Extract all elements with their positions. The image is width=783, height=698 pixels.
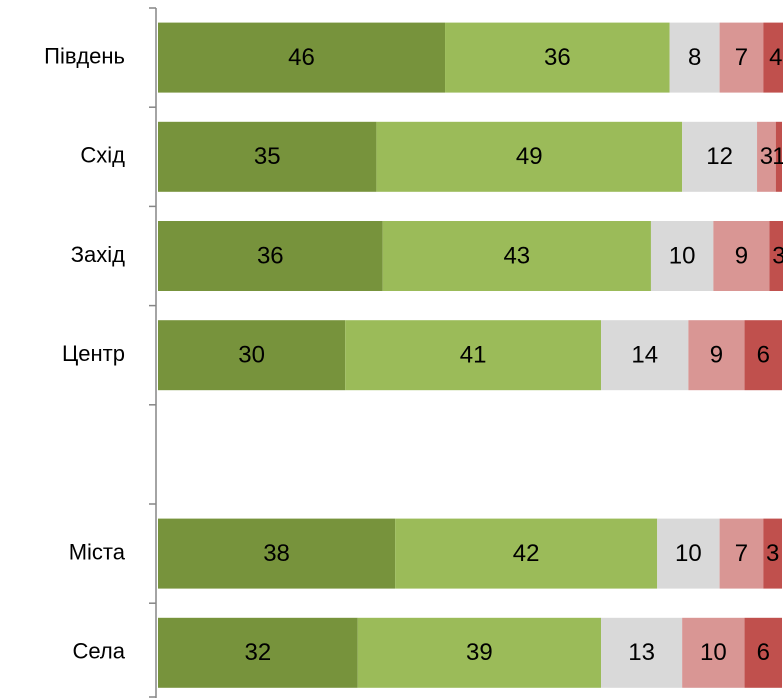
bar-segment xyxy=(158,617,358,688)
bar-segment xyxy=(719,22,764,93)
category-label: Схід xyxy=(80,143,125,168)
data-label: 9 xyxy=(735,242,748,269)
data-label: 38 xyxy=(263,540,290,567)
bar-segment xyxy=(395,518,658,589)
data-label: 30 xyxy=(238,342,265,369)
data-label: 6 xyxy=(757,639,770,666)
bar-segment xyxy=(382,221,651,291)
bar-segment xyxy=(158,121,377,192)
bar-segment xyxy=(601,617,683,688)
data-label: 49 xyxy=(516,143,543,170)
bar-segment xyxy=(744,320,782,391)
data-label: 3 xyxy=(760,143,773,170)
bar-segment xyxy=(650,221,714,291)
data-label: 10 xyxy=(675,540,702,567)
data-label: 10 xyxy=(700,639,727,666)
bar-segment xyxy=(744,617,782,688)
bar-segment xyxy=(688,320,745,391)
data-label: 13 xyxy=(628,639,655,666)
category-label: Міста xyxy=(69,539,126,564)
bar-segment xyxy=(713,221,770,291)
bar-segment xyxy=(719,518,764,589)
bar-segment xyxy=(757,121,776,192)
data-label: 32 xyxy=(244,639,271,666)
data-label: 6 xyxy=(757,342,770,369)
bar-segment xyxy=(769,221,783,291)
bar-segment xyxy=(345,320,602,391)
data-label: 12 xyxy=(706,143,733,170)
category-label: Південь xyxy=(44,43,125,68)
data-label: 8 xyxy=(688,44,701,71)
data-label: 4 xyxy=(769,44,782,71)
data-label: 7 xyxy=(735,44,748,71)
data-label: 41 xyxy=(460,342,487,369)
bar-segment xyxy=(763,518,782,589)
category-label: Захід xyxy=(71,242,125,267)
data-label: 1 xyxy=(772,143,783,170)
bar-segment xyxy=(376,121,683,192)
data-label: 35 xyxy=(254,143,281,170)
category-label: Села xyxy=(73,639,126,664)
bar-segment xyxy=(669,22,720,93)
data-label: 39 xyxy=(466,639,493,666)
data-label: 43 xyxy=(503,242,530,269)
data-label: 10 xyxy=(669,242,696,269)
category-label: Центр xyxy=(62,341,125,366)
bar-segment xyxy=(682,617,745,688)
bar-segment xyxy=(601,320,689,391)
data-label: 42 xyxy=(513,540,540,567)
data-label: 36 xyxy=(544,44,571,71)
bar-segment xyxy=(657,518,720,589)
data-label: 9 xyxy=(710,342,723,369)
bar-segment xyxy=(763,22,783,93)
bar-segment xyxy=(158,320,346,391)
bar-segment xyxy=(158,518,396,589)
bar-segment xyxy=(682,121,758,192)
data-label: 7 xyxy=(735,540,748,567)
bar-segment xyxy=(158,221,383,291)
bar-segment xyxy=(158,22,446,93)
data-label: 14 xyxy=(631,342,658,369)
data-label: 3 xyxy=(772,242,783,269)
bar-segment xyxy=(357,617,602,688)
data-label: 36 xyxy=(257,242,284,269)
bar-segment xyxy=(445,22,670,93)
bar-segment xyxy=(775,121,782,192)
data-label: 46 xyxy=(288,44,315,71)
data-label: 3 xyxy=(766,540,779,567)
